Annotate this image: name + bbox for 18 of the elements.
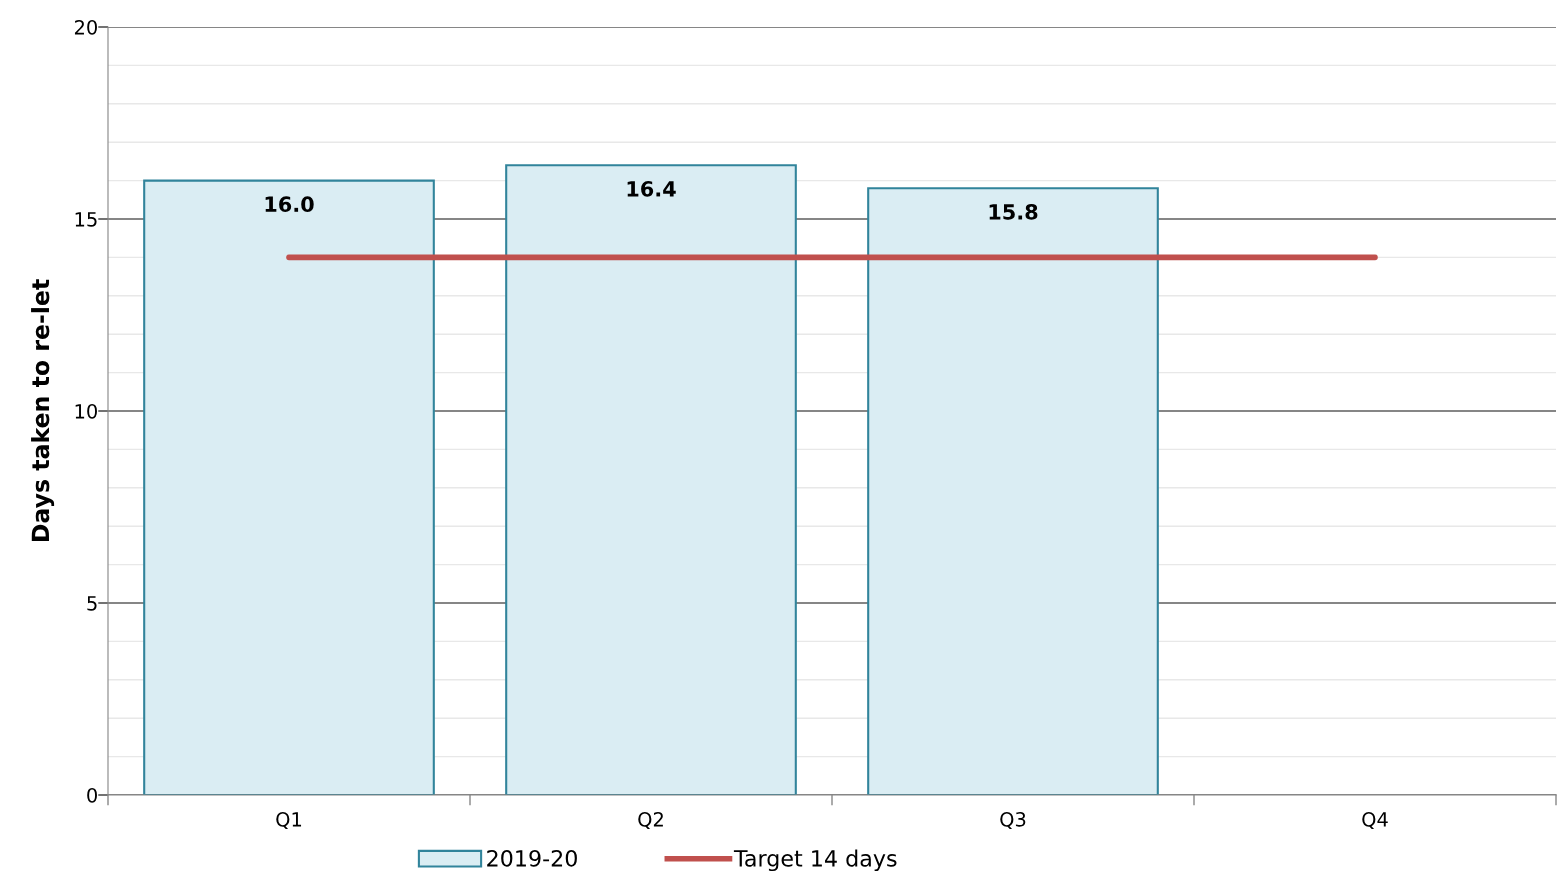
- bar: [867, 187, 1159, 795]
- x-tick-label: Q1: [276, 812, 302, 829]
- legend-label: Target 14 days: [733, 849, 897, 872]
- bar: [143, 179, 435, 795]
- x-tick-label: Q2: [638, 812, 663, 829]
- data-label: 15.8: [989, 204, 1038, 220]
- data-label: 16.4: [627, 180, 676, 197]
- x-tick-label: Q4: [1362, 812, 1388, 829]
- y-axis-title: Days taken to re-let: [31, 279, 55, 542]
- data-label: 16.0: [265, 196, 314, 213]
- y-tick-label: 5: [87, 596, 97, 611]
- x-tick-label: Q3: [1000, 812, 1026, 829]
- bar: [505, 164, 797, 795]
- y-tick-label: 0: [87, 787, 97, 803]
- y-tick-label: 10: [75, 403, 97, 419]
- y-tick-label: 15: [75, 212, 97, 227]
- y-tick-label: 20: [74, 19, 97, 35]
- legend-label: 2019-20: [487, 849, 577, 867]
